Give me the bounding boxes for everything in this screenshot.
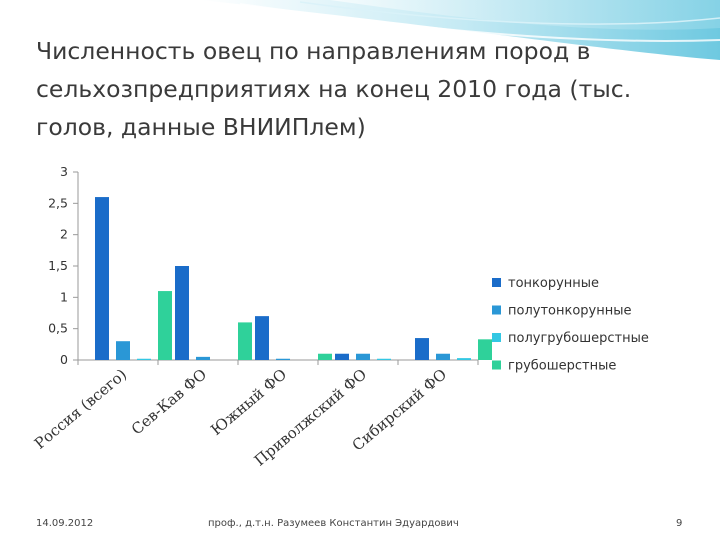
y-tick-label: 1,5 [48,258,68,273]
legend-swatch [492,305,501,315]
y-tick-label: 3 [60,164,68,179]
legend-label: грубошерстные [508,359,616,374]
bar-chart: 0 0,5 1 1,5 2 2,5 3 Россия (всего)Сев-Кав ФОЮж… [31,164,649,470]
bar [377,358,391,360]
bar [137,358,151,360]
footer-author: проф., д.т.н. Разумеев Константин Эдуард… [208,518,459,529]
bar [335,353,349,360]
category-label: Россия (всего) [31,365,130,452]
legend-label: полутонкорунные [508,304,632,319]
legend: тонкорунные полутонкорунные полугрубошерст… [492,276,649,374]
bar [95,197,109,360]
page-number: 9 [676,518,683,529]
footer-date: 14.09.2012 [36,518,94,529]
bar [415,338,429,360]
category-label: Южный ФО [207,365,290,439]
y-tick-label: 2,5 [48,195,68,210]
slide-title: Численность овец по направлениям пород в… [36,37,632,141]
bars [77,197,492,365]
legend-label: тонкорунные [508,276,599,291]
y-tick-label: 1 [60,289,68,304]
legend-swatch [492,278,501,287]
bar [356,353,370,360]
bar [238,322,252,360]
legend-label: полугрубошерстные [508,331,649,346]
y-tick-label: 0,5 [48,321,68,336]
bar [116,341,130,360]
category-label: Сев-Кав ФО [128,365,210,438]
bar [478,339,492,360]
bar [175,266,189,360]
bar [318,353,332,360]
bar [276,358,290,360]
legend-swatch [492,360,501,370]
y-tick-label: 2 [60,227,68,242]
bar [436,353,450,360]
legend-swatch [492,333,501,342]
bar [255,316,269,360]
y-tick-label: 0 [60,352,68,367]
bar [457,358,471,360]
bar [158,291,172,360]
bar [196,356,210,360]
